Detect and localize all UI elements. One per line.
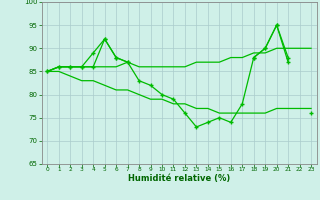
X-axis label: Humidité relative (%): Humidité relative (%)	[128, 174, 230, 183]
